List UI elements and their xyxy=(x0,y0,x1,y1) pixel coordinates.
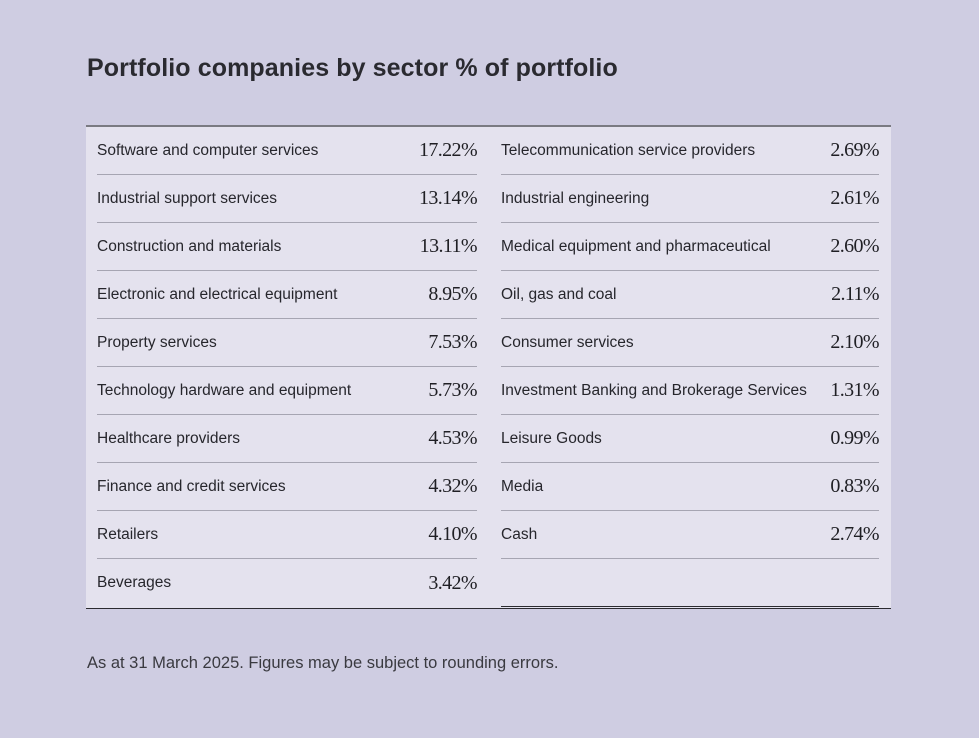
sector-value: 2.10% xyxy=(830,331,879,353)
table-row: Industrial engineering 2.61% xyxy=(501,175,880,223)
sector-value: 13.11% xyxy=(419,235,478,257)
footnote: As at 31 March 2025. Figures may be subj… xyxy=(87,654,559,672)
table-row: Medical equipment and pharmaceutical 2.60… xyxy=(501,223,880,271)
table-row: Cash 2.74% xyxy=(501,511,880,559)
table-row: Finance and credit services 4.32% xyxy=(97,463,478,511)
sector-label: Oil, gas and coal xyxy=(501,285,617,303)
sector-label: Telecommunication service providers xyxy=(501,141,756,159)
sector-value: 2.11% xyxy=(831,283,880,305)
table-row: Construction and materials 13.11% xyxy=(97,223,478,271)
sector-label: Construction and materials xyxy=(97,237,282,255)
sector-value: 5.73% xyxy=(428,379,477,401)
sector-label: Media xyxy=(501,477,544,495)
sector-label: Healthcare providers xyxy=(97,429,241,447)
table-row: Industrial support services 13.14% xyxy=(97,175,478,223)
sector-value: 7.53% xyxy=(428,331,477,353)
sector-label: Consumer services xyxy=(501,333,634,351)
sector-label: Beverages xyxy=(97,574,172,591)
sector-label: Investment Banking and Brokerage Service… xyxy=(501,381,807,399)
sector-label: Property services xyxy=(97,333,217,351)
sector-value: 4.10% xyxy=(428,523,477,545)
sector-label: Industrial support services xyxy=(97,189,278,207)
table-row: Consumer services 2.10% xyxy=(501,319,880,367)
sector-label: Electronic and electrical equipment xyxy=(97,285,338,303)
sector-value: 17.22% xyxy=(418,139,478,161)
page-title: Portfolio companies by sector % of portf… xyxy=(87,54,618,82)
table-column-right: Telecommunication service providers 2.69%… xyxy=(501,127,880,607)
table-row: Leisure Goods 0.99% xyxy=(501,415,880,463)
sector-label: Software and computer services xyxy=(97,141,319,159)
sector-value: 2.61% xyxy=(830,187,879,209)
sector-value: 8.95% xyxy=(428,283,477,305)
table-column-left: Software and computer services 17.22% Indu… xyxy=(97,127,478,607)
sector-value: 0.83% xyxy=(830,475,879,497)
table-row-empty xyxy=(501,559,879,607)
sector-value: 13.14% xyxy=(418,187,478,209)
sector-value: 2.60% xyxy=(830,235,879,257)
table-row: Electronic and electrical equipment 8.95% xyxy=(97,271,478,319)
table-row: Investment Banking and Brokerage Service… xyxy=(501,367,880,415)
table-row: Media 0.83% xyxy=(501,463,880,511)
table-row: Oil, gas and coal 2.11% xyxy=(501,271,880,319)
table-row: Beverages 3.42% xyxy=(97,559,478,607)
sector-label: Cash xyxy=(501,525,538,543)
sector-label: Technology hardware and equipment xyxy=(97,381,352,399)
table-row: Healthcare providers 4.53% xyxy=(97,415,478,463)
table-row: Telecommunication service providers 2.69% xyxy=(501,127,880,175)
sector-value: 4.53% xyxy=(428,427,477,449)
table-row: Technology hardware and equipment 5.73% xyxy=(97,367,478,415)
sector-value: 0.99% xyxy=(830,427,879,449)
table-row: Software and computer services 17.22% xyxy=(97,127,478,175)
sector-label: Leisure Goods xyxy=(501,429,602,447)
sector-label: Retailers xyxy=(97,525,159,543)
sector-value: 2.74% xyxy=(830,523,879,545)
sector-table: Software and computer services 17.22% Indu… xyxy=(86,125,891,609)
sector-value: 1.31% xyxy=(830,379,879,401)
sector-label: Finance and credit services xyxy=(97,477,286,495)
sector-label: Medical equipment and pharmaceutical xyxy=(501,237,771,255)
sector-value: 4.32% xyxy=(428,475,477,497)
table-row: Property services 7.53% xyxy=(97,319,478,367)
table-row: Retailers 4.10% xyxy=(97,511,478,559)
sector-value: 3.42% xyxy=(428,571,477,594)
sector-value: 2.69% xyxy=(830,139,879,161)
sector-label: Industrial engineering xyxy=(501,189,650,207)
